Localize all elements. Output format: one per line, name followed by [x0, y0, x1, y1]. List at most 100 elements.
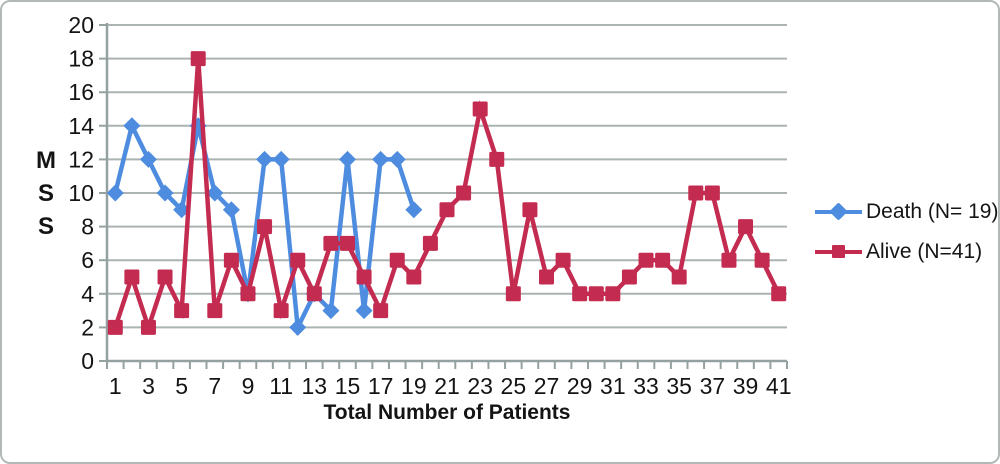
death-data-point-diamond	[206, 184, 224, 202]
legend-item-alive: Alive (N=41)	[815, 232, 998, 272]
death-data-point-diamond	[372, 150, 390, 168]
x-axis-tick-label: 25	[501, 373, 527, 399]
alive-data-point-square	[339, 235, 355, 251]
alive-data-point-square	[572, 286, 588, 302]
alive-data-point-square	[738, 219, 754, 235]
x-axis-tick-label: 15	[335, 373, 361, 399]
x-axis-tick-label: 23	[467, 373, 493, 399]
alive-data-point-square	[555, 252, 571, 268]
alive-data-point-square	[489, 151, 505, 167]
alive-data-point-square	[655, 252, 671, 268]
death-data-point-diamond	[106, 184, 124, 202]
legend-item-death: Death (N= 19)	[815, 192, 999, 232]
alive-data-point-square	[257, 219, 273, 235]
alive-data-point-square	[306, 286, 322, 302]
alive-data-point-square	[157, 269, 173, 285]
alive-data-point-square	[472, 101, 488, 117]
x-axis-tick-label: 3	[142, 373, 155, 399]
diamond-marker-icon	[829, 202, 848, 221]
y-axis-title: M S S	[32, 149, 60, 239]
alive-data-point-square	[273, 303, 289, 319]
death-data-point-diamond	[156, 184, 174, 202]
death-data-point-diamond	[322, 302, 340, 320]
y-axis-tick-label: 20	[68, 12, 94, 38]
x-axis-tick-label: 11	[269, 373, 293, 399]
death-data-point-diamond	[123, 117, 141, 135]
x-axis-tick-label: 19	[401, 373, 427, 399]
alive-data-point-square	[422, 235, 438, 251]
alive-series-swatch	[815, 243, 862, 261]
x-axis-tick-label: 21	[434, 373, 460, 399]
alive-data-point-square	[721, 252, 737, 268]
legend-label-alive: Alive (N=41)	[866, 240, 983, 263]
alive-data-point-square	[207, 303, 223, 319]
x-axis-tick-label: 9	[242, 373, 255, 399]
alive-data-point-square	[439, 202, 455, 218]
alive-data-point-square	[456, 185, 472, 201]
x-axis-tick-label: 13	[302, 373, 328, 399]
alive-data-point-square	[240, 286, 256, 302]
death-data-point-diamond	[355, 302, 373, 320]
death-data-point-diamond	[289, 318, 307, 336]
alive-data-point-square	[539, 269, 555, 285]
death-data-point-diamond	[405, 201, 423, 219]
alive-data-point-square	[754, 252, 770, 268]
alive-data-point-square	[223, 252, 239, 268]
alive-data-point-square	[107, 319, 123, 335]
alive-data-point-square	[688, 185, 704, 201]
death-data-point-diamond	[222, 201, 240, 219]
x-axis-tick-label: 39	[733, 373, 759, 399]
x-axis-tick-label: 35	[666, 373, 692, 399]
legend: Death (N= 19) Alive (N=41)	[815, 192, 999, 272]
alive-data-point-square	[605, 286, 621, 302]
alive-data-point-square	[588, 286, 604, 302]
death-data-point-diamond	[272, 150, 290, 168]
death-data-point-diamond	[139, 150, 157, 168]
x-axis-tick-label: 37	[700, 373, 726, 399]
alive-data-point-square	[389, 252, 405, 268]
alive-data-point-square	[704, 185, 720, 201]
x-axis-tick-label: 5	[175, 373, 188, 399]
x-axis-tick-label: 31	[600, 373, 626, 399]
y-axis-tick-label: 10	[68, 180, 94, 206]
square-marker-icon	[832, 245, 845, 258]
alive-data-point-square	[356, 269, 372, 285]
y-axis-tick-label: 0	[81, 348, 94, 374]
death-series-swatch	[815, 202, 862, 221]
x-axis-tick-label: 33	[633, 373, 659, 399]
y-axis-title-letter: S	[37, 213, 54, 240]
y-axis-tick-label: 8	[81, 214, 94, 240]
x-axis-tick-label: 27	[534, 373, 560, 399]
x-axis-tick-label: 29	[567, 373, 593, 399]
alive-data-point-square	[140, 319, 156, 335]
alive-data-point-square	[671, 269, 687, 285]
alive-data-point-square	[190, 51, 206, 67]
y-axis-tick-label: 18	[68, 46, 94, 72]
y-axis-title-letter: M	[36, 147, 56, 174]
death-data-point-diamond	[388, 150, 406, 168]
y-axis-tick-label: 12	[68, 146, 94, 172]
y-axis-tick-label: 14	[68, 113, 94, 139]
alive-data-point-square	[373, 303, 389, 319]
alive-data-point-square	[406, 269, 422, 285]
x-axis-tick-label: 1	[109, 373, 122, 399]
x-axis-tick-label: 7	[208, 373, 221, 399]
alive-data-point-square	[522, 202, 538, 218]
y-axis-tick-label: 4	[81, 281, 94, 307]
alive-data-point-square	[638, 252, 654, 268]
alive-data-point-square	[505, 286, 521, 302]
y-axis-title-letter: S	[37, 180, 54, 207]
y-axis-tick-label: 2	[81, 314, 94, 340]
x-axis-tick-label: 17	[368, 373, 394, 399]
alive-data-point-square	[323, 235, 339, 251]
x-axis-title: Total Number of Patients	[323, 401, 571, 424]
y-axis-tick-label: 16	[68, 79, 94, 105]
alive-data-point-square	[771, 286, 787, 302]
death-data-point-diamond	[338, 150, 356, 168]
legend-label-death: Death (N= 19)	[866, 200, 999, 223]
alive-data-point-square	[621, 269, 637, 285]
alive-data-point-square	[290, 252, 306, 268]
y-axis-tick-label: 6	[81, 247, 94, 273]
